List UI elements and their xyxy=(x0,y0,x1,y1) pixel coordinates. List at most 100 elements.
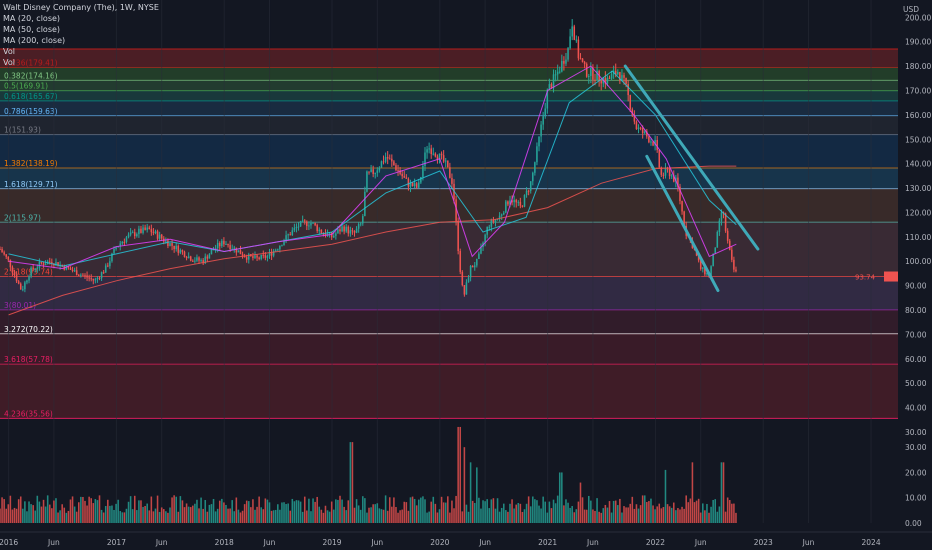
volume-bar xyxy=(409,497,412,523)
ma200-legend[interactable]: MA (200, close) xyxy=(3,36,66,45)
volume-bar xyxy=(498,511,501,523)
volume-bar xyxy=(3,499,5,523)
candle-body xyxy=(243,255,246,258)
volume-bar xyxy=(171,497,173,523)
candle-body xyxy=(590,67,592,77)
candle-body xyxy=(34,269,37,271)
volume-bar xyxy=(519,503,522,523)
ma20-legend[interactable]: MA (20, close) xyxy=(3,14,61,23)
volume-bar xyxy=(670,507,673,523)
volume-bar xyxy=(42,499,45,523)
candle-body xyxy=(534,162,536,173)
candle-body xyxy=(480,246,482,254)
volume-bar xyxy=(125,508,128,523)
candle-body xyxy=(144,227,146,230)
candle-body xyxy=(279,245,281,250)
time-tick-label: Jun xyxy=(370,538,383,547)
volume-bar xyxy=(654,509,656,523)
candle-body xyxy=(447,160,449,168)
volume-bar xyxy=(527,496,530,523)
candle-body xyxy=(380,161,383,168)
candle-body xyxy=(610,74,613,79)
price-tick-label: 150.00 xyxy=(905,135,931,144)
volume-bar xyxy=(529,506,532,523)
candle-body xyxy=(536,146,538,163)
volume-bar xyxy=(621,512,623,523)
candle-body xyxy=(449,167,451,178)
candle-body xyxy=(451,177,453,184)
candle-body xyxy=(260,254,262,259)
symbol-title[interactable]: Walt Disney Company (The), 1W, NYSE xyxy=(3,3,159,12)
candle-body xyxy=(295,227,298,229)
candle-body xyxy=(111,253,113,262)
candle-body xyxy=(227,243,229,246)
volume-bar xyxy=(664,469,667,523)
candle-body xyxy=(428,148,430,150)
fib-band xyxy=(0,134,898,169)
candle-body xyxy=(409,182,412,187)
trendlines[interactable] xyxy=(623,64,760,293)
fib-band xyxy=(0,364,898,419)
volume-bar xyxy=(192,505,194,523)
volume-bar xyxy=(726,497,729,523)
volume-bar xyxy=(349,442,352,523)
current-price-marker[interactable] xyxy=(884,271,898,282)
volume-bar xyxy=(699,512,702,523)
candle-body xyxy=(731,249,733,260)
volume-bar xyxy=(233,511,236,523)
volume-bar xyxy=(685,495,687,523)
candle-body xyxy=(136,234,138,237)
candle-body xyxy=(306,221,308,227)
volume-bar xyxy=(256,506,258,523)
trendline[interactable] xyxy=(623,64,760,251)
volume-bar xyxy=(102,512,105,523)
candle-body xyxy=(133,232,136,237)
volume-bar xyxy=(708,512,710,523)
volume-bar xyxy=(517,502,520,523)
volume-bar xyxy=(666,504,669,523)
volume-bar xyxy=(121,512,124,523)
time-axis[interactable]: 2016 Jun 2017 Jun 2018 Jun 2019 Jun 2020 Jun 2021 J… xyxy=(0,531,932,547)
candle-body xyxy=(310,222,312,226)
candle-body xyxy=(604,78,607,84)
volume-bar xyxy=(32,505,34,523)
volume-bar xyxy=(243,504,246,523)
volume-bar xyxy=(175,496,177,523)
volume-bar xyxy=(113,510,115,523)
volume-bar xyxy=(115,503,117,523)
time-tick-label: 2019 xyxy=(322,538,341,547)
volume-bar xyxy=(150,496,153,523)
fib-level-label: 0.5(169.91) xyxy=(4,82,48,91)
candle-body xyxy=(173,245,175,250)
trendline[interactable] xyxy=(645,154,720,293)
volume-bar xyxy=(368,507,370,523)
volume-bar xyxy=(131,509,134,523)
volume-bar xyxy=(637,508,640,523)
volume-bar xyxy=(565,499,567,523)
volume-bar xyxy=(351,442,354,523)
volume-bar xyxy=(225,504,227,523)
volume-bar xyxy=(339,495,341,523)
candle-body xyxy=(442,155,445,162)
ma50-legend[interactable]: MA (50, close) xyxy=(3,25,61,34)
candle-body xyxy=(569,36,571,49)
volume-legend[interactable]: Vol xyxy=(3,47,15,56)
volume-bar xyxy=(258,496,260,523)
candle-body xyxy=(98,277,101,279)
candle-body xyxy=(347,226,350,234)
candle-body xyxy=(210,249,213,255)
candle-body xyxy=(706,273,708,275)
candle-body xyxy=(208,254,211,259)
candle-body xyxy=(57,262,59,267)
time-tick-label: 2024 xyxy=(862,538,881,547)
candle-body xyxy=(382,161,385,163)
volume-legend-2[interactable]: Vol xyxy=(3,58,15,67)
volume-bar xyxy=(287,503,289,523)
candle-body xyxy=(567,48,569,60)
volume-bar xyxy=(231,500,233,523)
candle-body xyxy=(513,200,515,203)
volume-bar xyxy=(438,509,441,523)
volume-bar xyxy=(212,498,215,523)
